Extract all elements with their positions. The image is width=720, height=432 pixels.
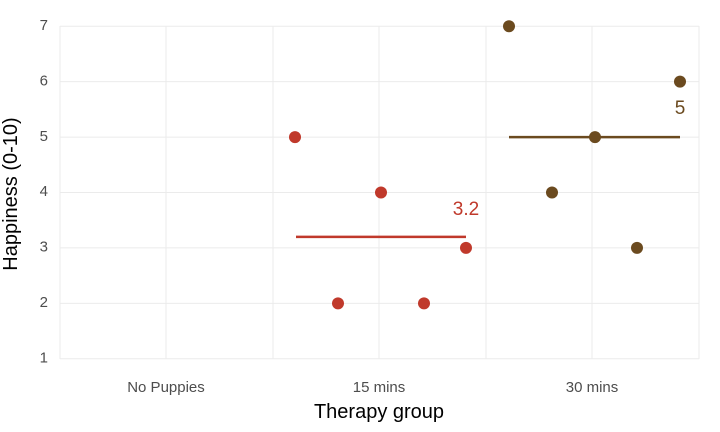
svg-text:No Puppies: No Puppies <box>127 379 205 396</box>
svg-text:3.2: 3.2 <box>453 199 479 220</box>
svg-text:7: 7 <box>40 17 48 34</box>
svg-text:3: 3 <box>40 239 48 256</box>
svg-text:1: 1 <box>40 350 48 367</box>
svg-text:15 mins: 15 mins <box>353 379 406 396</box>
svg-text:6: 6 <box>40 73 48 90</box>
svg-text:2: 2 <box>40 294 48 311</box>
svg-text:5: 5 <box>40 128 48 145</box>
svg-text:4: 4 <box>40 183 48 200</box>
svg-text:Therapy group: Therapy group <box>314 401 444 423</box>
svg-text:30 mins: 30 mins <box>566 379 619 396</box>
svg-text:Happiness (0-10): Happiness (0-10) <box>0 117 22 270</box>
svg-text:5: 5 <box>675 98 686 119</box>
